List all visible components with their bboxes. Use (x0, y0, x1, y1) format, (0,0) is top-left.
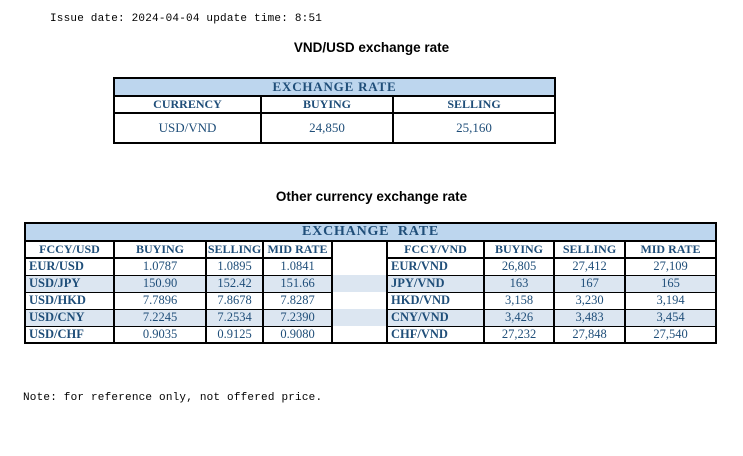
table-row: USD/CHF 0.9035 0.9125 0.9080 CHF/VND 27,… (24, 325, 717, 344)
table-row: USD/VND 24,850 25,160 (113, 112, 556, 144)
selling-rate-cell: 7.8678 (205, 291, 264, 310)
buying-rate-cell: 3,426 (483, 308, 555, 327)
currency-pair-cell: USD/JPY (24, 274, 115, 293)
column-header-fccy-usd: FCCY/USD (24, 240, 115, 259)
table-row: USD/JPY 150.90 152.42 151.66 JPY/VND 163… (24, 274, 717, 293)
table-banner-row: EXCHANGE RATE (24, 222, 717, 242)
spacer-cell (331, 326, 388, 343)
currency-pair-cell: JPY/VND (386, 274, 485, 293)
column-header-selling: SELLING (553, 240, 626, 259)
table-header-row: CURRENCY BUYING SELLING (113, 95, 556, 114)
spacer-cell (331, 275, 388, 292)
column-header-mid-rate: MID RATE (624, 240, 717, 259)
currency-pair-cell: HKD/VND (386, 291, 485, 310)
mid-rate-cell: 165 (624, 274, 717, 293)
currency-pair-cell: USD/CHF (24, 325, 115, 344)
mid-rate-cell: 27,109 (624, 257, 717, 276)
table-banner-row: EXCHANGE RATE (113, 77, 556, 97)
table-banner: EXCHANGE RATE (24, 222, 717, 242)
currency-pair-cell: EUR/USD (24, 257, 115, 276)
currency-pair-cell: USD/HKD (24, 291, 115, 310)
selling-rate-cell: 27,848 (553, 325, 626, 344)
currency-pair-cell: CHF/VND (386, 325, 485, 344)
spacer-cell (331, 309, 388, 326)
buying-rate-cell: 27,232 (483, 325, 555, 344)
currency-pair-cell: EUR/VND (386, 257, 485, 276)
note-text: Note: for reference only, not offered pr… (23, 392, 323, 404)
selling-rate-cell: 167 (553, 274, 626, 293)
buying-rate-cell: 3,158 (483, 291, 555, 310)
table-header-row: FCCY/USD BUYING SELLING MID RATE FCCY/VN… (24, 240, 717, 259)
buying-rate-cell: 163 (483, 274, 555, 293)
mid-rate-cell: 0.9080 (262, 325, 333, 344)
currency-pair-cell: USD/VND (113, 112, 262, 144)
selling-rate-cell: 25,160 (392, 112, 556, 144)
selling-rate-cell: 7.2534 (205, 308, 264, 327)
mid-rate-cell: 151.66 (262, 274, 333, 293)
spacer-cell (331, 241, 388, 258)
spacer-cell (331, 292, 388, 309)
currency-pair-cell: CNY/VND (386, 308, 485, 327)
buying-rate-cell: 7.2245 (113, 308, 207, 327)
issue-date-text: Issue date: 2024-04-04 update time: 8:51 (50, 13, 323, 25)
selling-rate-cell: 3,230 (553, 291, 626, 310)
selling-rate-cell: 152.42 (205, 274, 264, 293)
selling-rate-cell: 3,483 (553, 308, 626, 327)
buying-rate-cell: 7.7896 (113, 291, 207, 310)
other-currency-section-title: Other currency exchange rate (275, 189, 468, 204)
column-header-fccy-vnd: FCCY/VND (386, 240, 485, 259)
column-header-buying: BUYING (113, 240, 207, 259)
column-header-buying: BUYING (483, 240, 555, 259)
mid-rate-cell: 3,454 (624, 308, 717, 327)
buying-rate-cell: 26,805 (483, 257, 555, 276)
table-banner: EXCHANGE RATE (113, 77, 556, 97)
table-row: EUR/USD 1.0787 1.0895 1.0841 EUR/VND 26,… (24, 257, 717, 276)
selling-rate-cell: 0.9125 (205, 325, 264, 344)
column-header-mid-rate: MID RATE (262, 240, 333, 259)
selling-rate-cell: 1.0895 (205, 257, 264, 276)
column-header-selling: SELLING (205, 240, 264, 259)
other-currency-table: EXCHANGE RATE FCCY/USD BUYING SELLING MI… (24, 222, 717, 344)
buying-rate-cell: 1.0787 (113, 257, 207, 276)
column-header-selling: SELLING (392, 95, 556, 114)
mid-rate-cell: 7.2390 (262, 308, 333, 327)
table-row: USD/HKD 7.7896 7.8678 7.8287 HKD/VND 3,1… (24, 291, 717, 310)
buying-rate-cell: 150.90 (113, 274, 207, 293)
mid-rate-cell: 7.8287 (262, 291, 333, 310)
buying-rate-cell: 0.9035 (113, 325, 207, 344)
mid-rate-cell: 27,540 (624, 325, 717, 344)
selling-rate-cell: 27,412 (553, 257, 626, 276)
column-header-currency: CURRENCY (113, 95, 262, 114)
table-row: USD/CNY 7.2245 7.2534 7.2390 CNY/VND 3,4… (24, 308, 717, 327)
mid-rate-cell: 1.0841 (262, 257, 333, 276)
currency-pair-cell: USD/CNY (24, 308, 115, 327)
column-header-buying: BUYING (260, 95, 394, 114)
vnd-usd-table: EXCHANGE RATE CURRENCY BUYING SELLING US… (113, 77, 556, 144)
buying-rate-cell: 24,850 (260, 112, 394, 144)
mid-rate-cell: 3,194 (624, 291, 717, 310)
vnd-usd-section-title: VND/USD exchange rate (293, 40, 450, 55)
spacer-cell (331, 258, 388, 275)
